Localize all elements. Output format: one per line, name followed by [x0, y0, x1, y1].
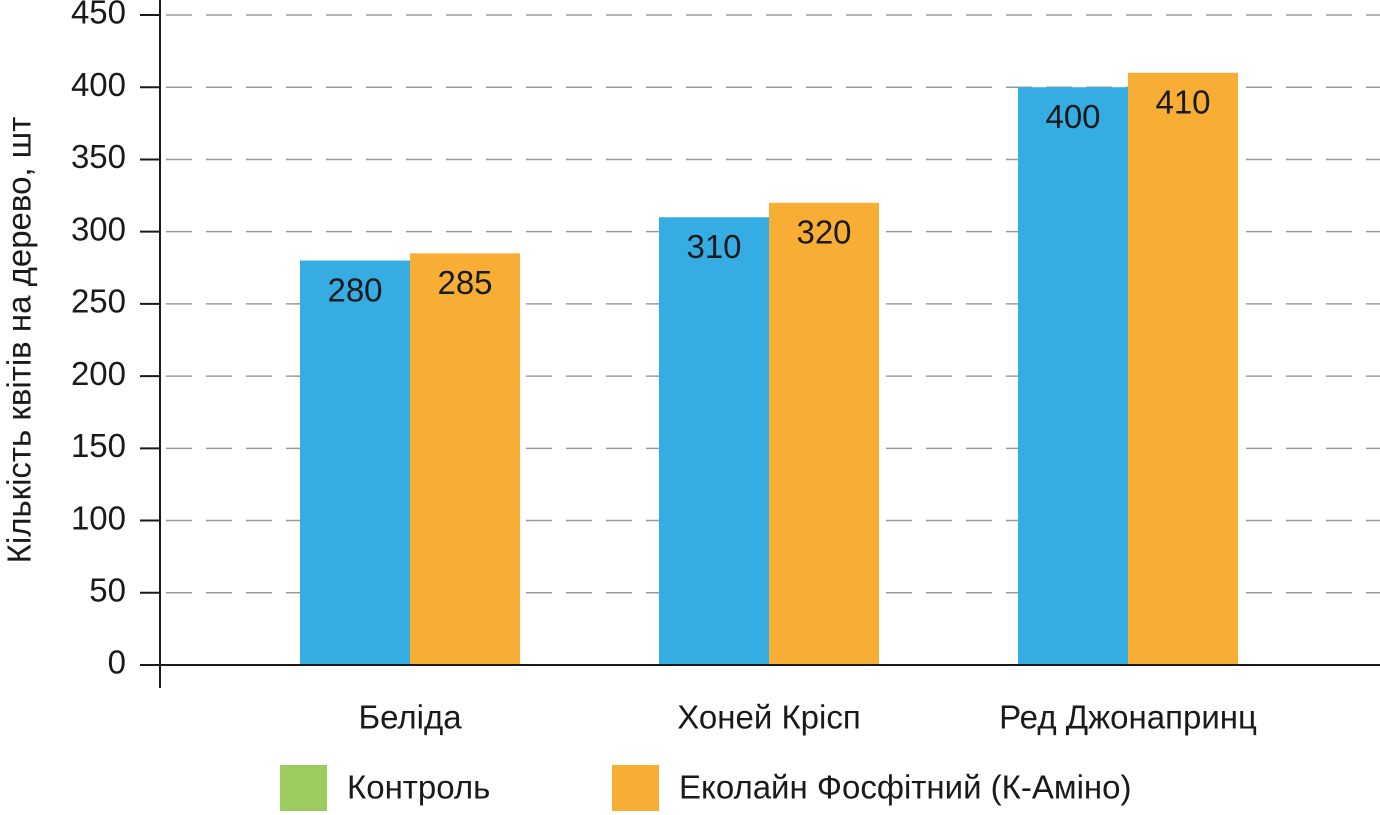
bar	[659, 217, 769, 665]
y-tick-label: 450	[71, 0, 126, 31]
y-tick-label: 0	[108, 644, 126, 681]
value-label: 400	[1045, 98, 1100, 135]
value-label: 285	[437, 264, 492, 301]
value-label: 320	[796, 213, 851, 250]
value-label: 310	[686, 228, 741, 265]
y-axis-title: Кількість квітів на дерево, шт	[1, 117, 38, 564]
y-tick-label: 100	[71, 499, 126, 536]
y-tick-label: 400	[71, 66, 126, 103]
bar	[769, 202, 879, 665]
legend-label: Еколайн Фосфітний (К-Аміно)	[679, 769, 1131, 806]
x-tick-label: Хоней Крісп	[677, 699, 860, 736]
y-tick-label: 150	[71, 427, 126, 464]
y-tick-label: 200	[71, 355, 126, 392]
y-tick-label: 250	[71, 283, 126, 320]
legend-swatch	[280, 765, 327, 811]
x-tick-label: Беліда	[358, 699, 462, 736]
bar	[1128, 72, 1238, 666]
x-tick-label: Ред Джонапринц	[999, 699, 1257, 736]
legend-swatch	[612, 765, 659, 811]
y-tick-label: 300	[71, 210, 126, 247]
y-tick-label: 350	[71, 138, 126, 175]
bar	[410, 253, 520, 666]
value-label: 280	[327, 271, 382, 308]
bar	[300, 260, 410, 665]
bar	[1018, 87, 1128, 665]
y-tick-label: 50	[89, 571, 126, 608]
legend-label: Контроль	[347, 769, 490, 806]
value-label: 410	[1155, 83, 1210, 120]
